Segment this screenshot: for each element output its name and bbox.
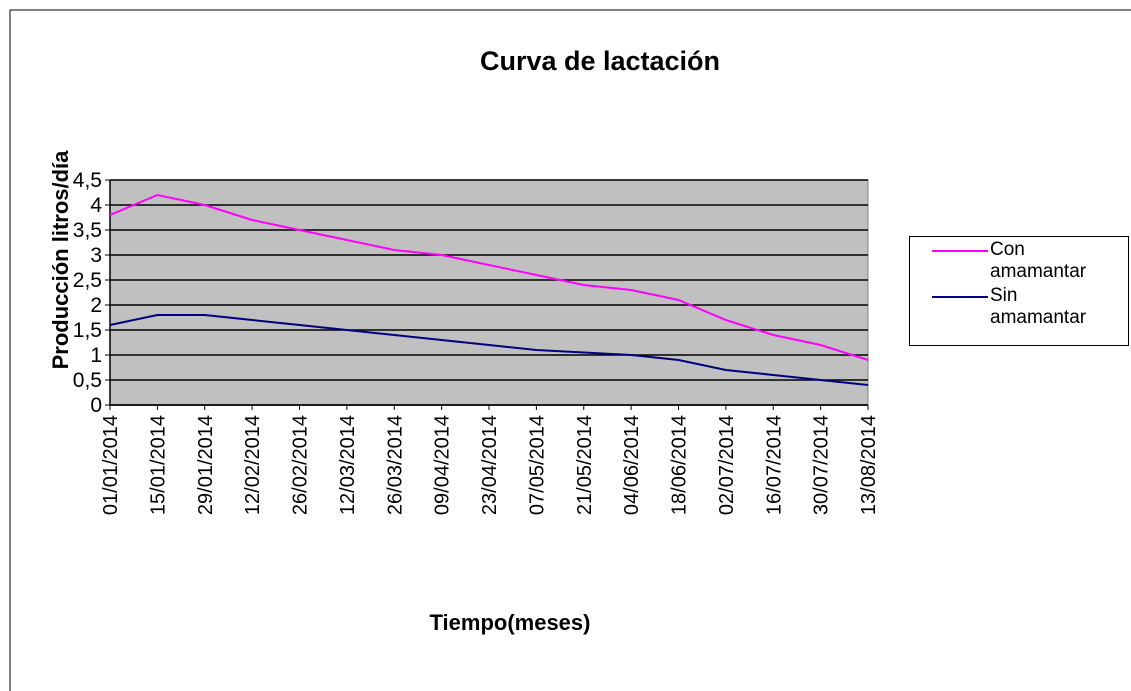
y-tick-label: 3 [90, 244, 102, 267]
legend-label: Con amamantar [990, 239, 1087, 282]
series-line [109, 193, 869, 361]
y-tick-label: 0 [90, 394, 102, 417]
x-tick-label: 13/08/2014 [858, 415, 880, 515]
y-tick-label: 1 [90, 344, 102, 367]
x-tick-label: 26/03/2014 [384, 415, 406, 515]
y-tick-label: 2,5 [73, 269, 102, 292]
x-axis-label: Tiempo(meses) [430, 610, 591, 635]
x-tick-label: 12/03/2014 [337, 415, 359, 515]
y-tick-label: 4 [90, 194, 102, 217]
y-tick-label: 3,5 [73, 219, 102, 242]
x-tick-label: 01/01/2014 [100, 415, 122, 515]
x-tick-label: 12/02/2014 [242, 415, 264, 515]
plot-area [109, 179, 869, 406]
legend: Con amamantar Sin amamantar [909, 236, 1129, 346]
y-tick-label: 1,5 [73, 319, 102, 342]
x-tick-label: 07/05/2014 [526, 415, 548, 515]
x-tick-label: 18/06/2014 [669, 415, 691, 515]
x-tick-label: 15/01/2014 [147, 415, 169, 515]
y-tick-label: 0,5 [73, 369, 102, 392]
legend-entry: Con amamantar [910, 239, 1086, 283]
legend-label: Sin amamantar [990, 285, 1087, 328]
x-tick-label: 16/07/2014 [763, 415, 785, 515]
x-tick-label: 21/05/2014 [574, 415, 596, 515]
x-tick-label: 23/04/2014 [479, 415, 501, 515]
legend-swatch [932, 296, 988, 298]
x-tick-label: 04/06/2014 [621, 415, 643, 515]
x-tick-label: 02/07/2014 [716, 415, 738, 515]
x-tick-label: 09/04/2014 [432, 415, 454, 515]
chart-title: Curva de lactación [480, 46, 720, 76]
x-tick-label: 26/02/2014 [290, 415, 312, 515]
y-axis-label: Producción litros/día [48, 150, 73, 370]
legend-entry: Sin amamantar [910, 285, 1086, 329]
x-tick-label: 29/01/2014 [195, 415, 217, 515]
series-line [109, 314, 869, 386]
legend-swatch [932, 250, 988, 252]
x-tick-label: 30/07/2014 [811, 415, 833, 515]
y-tick-label: 2 [90, 294, 102, 317]
y-tick-label: 4,5 [73, 169, 102, 192]
